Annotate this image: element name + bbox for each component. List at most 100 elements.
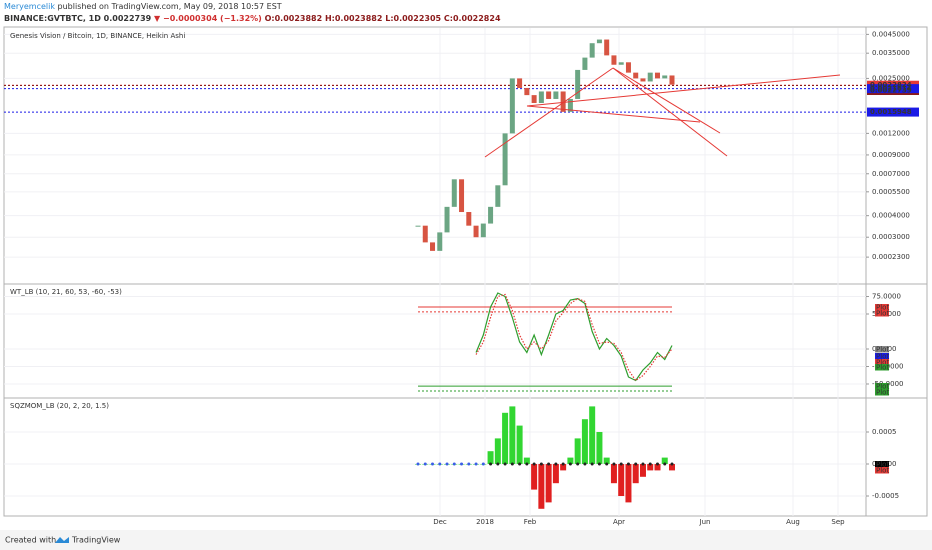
ohlc: O:0.0023882 H:0.0023882 L:0.0022305 C:0.… xyxy=(265,14,501,23)
momentum-bar xyxy=(603,457,610,464)
candle xyxy=(430,242,436,251)
y-tick-label: -0.0005 xyxy=(872,492,899,500)
squeeze-dot xyxy=(496,462,500,466)
header-line: Meryemcelik published on TradingView.com… xyxy=(4,2,282,11)
time-label: Sep xyxy=(831,518,845,526)
squeeze-dot xyxy=(503,462,507,466)
candle xyxy=(546,91,552,99)
candle xyxy=(560,91,566,112)
squeeze-dot xyxy=(460,462,464,466)
momentum-bar xyxy=(625,463,632,503)
squeeze-dot xyxy=(481,462,485,466)
candle xyxy=(662,75,668,79)
momentum-bar xyxy=(494,438,501,464)
price-badge-label: 0.0021814 xyxy=(870,85,912,93)
last: 0.0022739 xyxy=(104,14,152,23)
plot-badge xyxy=(875,383,889,390)
y-tick-label: 75.0000 xyxy=(872,293,901,301)
squeeze-dot xyxy=(467,462,471,466)
momentum-bar xyxy=(516,425,523,464)
price-badge-label: 0.0022824 xyxy=(870,81,912,89)
y-tick-label: 0.0005500 xyxy=(872,188,910,196)
published: published on TradingView.com, May 09, 20… xyxy=(58,2,282,11)
price-badge xyxy=(867,84,919,94)
symbol: BINANCE:GVTBTC, 1D xyxy=(4,14,101,23)
candle xyxy=(422,225,428,243)
plot-badge-label: Plot xyxy=(876,309,889,317)
momentum-bar xyxy=(669,463,675,471)
y-tick-label: 0.0005 xyxy=(872,428,897,436)
squeeze-dot xyxy=(554,462,558,466)
squeeze-dot xyxy=(561,462,565,466)
grid xyxy=(4,28,866,516)
candle xyxy=(459,179,465,213)
trend-drawings xyxy=(484,67,841,158)
candle xyxy=(466,212,472,226)
author[interactable]: Meryemcelik xyxy=(4,2,55,11)
momentum-bar xyxy=(567,457,574,464)
momentum-bar xyxy=(632,463,639,484)
candle xyxy=(451,179,457,207)
momentum-bar xyxy=(531,463,538,490)
candle xyxy=(647,72,653,82)
candle xyxy=(480,223,486,238)
candle xyxy=(509,78,515,134)
squeeze-dot xyxy=(626,462,630,466)
momentum-bar xyxy=(639,463,646,477)
time-label: Feb xyxy=(524,518,537,526)
y-tick-label: 0.0012000 xyxy=(872,129,910,137)
time-label: Aug xyxy=(786,518,800,526)
time-label: Dec xyxy=(433,518,447,526)
plot-badge-label: Plot xyxy=(876,460,889,468)
y-tick-label: 0.0009000 xyxy=(872,151,910,159)
candle xyxy=(524,87,530,96)
y-tick-label: 0.0035000 xyxy=(872,49,910,57)
squeeze-dot xyxy=(510,462,514,466)
squeeze-dot xyxy=(532,462,536,466)
candle xyxy=(611,55,617,65)
price-badge-label: 0.0022739 xyxy=(870,87,912,95)
plot-badge xyxy=(875,304,889,311)
momentum-bar xyxy=(647,463,654,471)
momentum-bar xyxy=(596,431,603,464)
symbol-line: BINANCE:GVTBTC, 1D 0.0022739 ▼ −0.000030… xyxy=(4,14,501,23)
squeeze-dot xyxy=(612,462,616,466)
y-tick-label: 0.0003000 xyxy=(872,233,910,241)
squeeze-dot xyxy=(597,462,601,466)
frame xyxy=(3,26,928,517)
squeeze-dot xyxy=(641,462,645,466)
price-badge-label: 0.0015948 xyxy=(870,108,912,116)
y-tick-label: 0.0025000 xyxy=(872,74,910,82)
plot-badge xyxy=(875,467,889,474)
panel-title: WT_LB (10, 21, 60, 53, -60, -53) xyxy=(10,288,122,296)
y-tick-label: 0.0004000 xyxy=(872,212,910,220)
plot-badge-label: Plot xyxy=(876,363,889,371)
momentum-bar xyxy=(574,438,581,464)
time-label: Apr xyxy=(613,518,625,526)
candle xyxy=(567,98,573,112)
candle xyxy=(640,78,646,82)
candle xyxy=(473,225,479,238)
momentum-bar xyxy=(502,412,509,464)
candle xyxy=(604,39,610,56)
price-badge xyxy=(867,107,919,117)
time-label: 2018 xyxy=(476,518,494,526)
plot-badge-label: Plot xyxy=(876,352,889,360)
squeeze-dot xyxy=(518,462,522,466)
squeeze-dot xyxy=(547,462,551,466)
plot-badge-label: Plot xyxy=(876,345,889,353)
plot-badge xyxy=(875,359,889,366)
plot-badge-label: Plot xyxy=(876,358,889,366)
footer-brand[interactable]: TradingView xyxy=(71,536,121,545)
squeeze-dot xyxy=(423,462,427,466)
candle xyxy=(502,133,508,186)
y-tick-label: 0.0007000 xyxy=(872,170,910,178)
candle xyxy=(589,43,595,58)
momentum-bar xyxy=(545,463,552,503)
candle xyxy=(575,69,581,99)
candle xyxy=(444,206,450,233)
squeeze-dot xyxy=(590,462,594,466)
squeeze-dot xyxy=(670,462,674,466)
candle xyxy=(437,232,443,251)
